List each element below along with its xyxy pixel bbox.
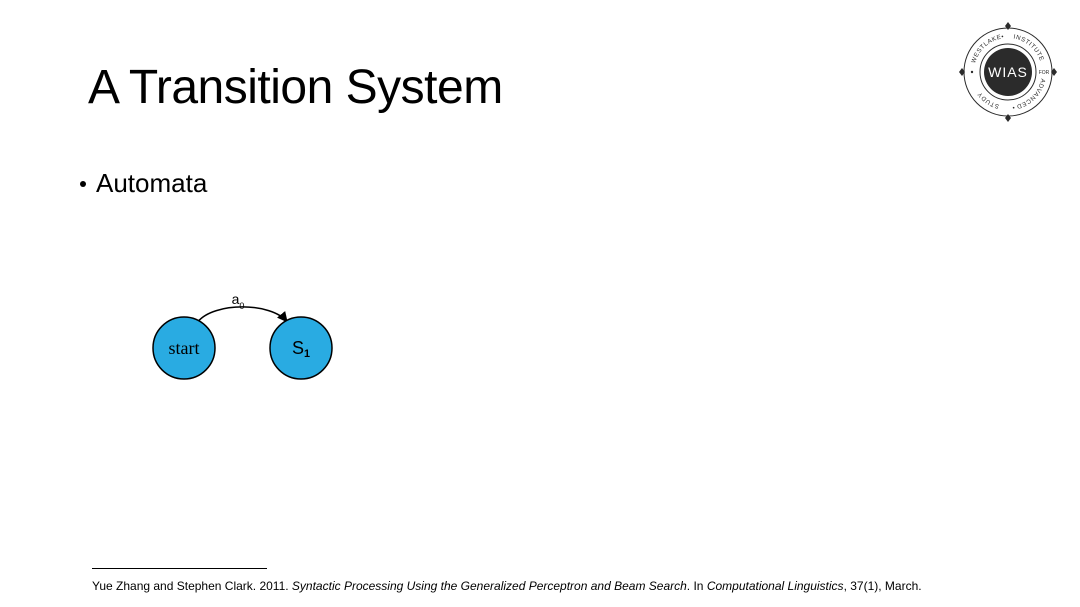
bullet-item: Automata xyxy=(80,168,207,199)
svg-text:•: • xyxy=(1011,103,1015,110)
bullet-text: Automata xyxy=(96,168,207,199)
footnote-journal: Computational Linguistics xyxy=(707,579,844,593)
footnote-tail: , 37(1), March. xyxy=(844,579,922,593)
footnote-after-title: . In xyxy=(687,579,707,593)
svg-text:FOR: FOR xyxy=(1039,70,1050,76)
footnote-divider xyxy=(92,568,267,569)
slide-title: A Transition System xyxy=(88,60,503,115)
svg-text:WIAS: WIAS xyxy=(988,64,1028,80)
footnote-paper-title: Syntactic Processing Using the Generaliz… xyxy=(292,579,687,593)
bullet-dot xyxy=(80,181,86,187)
svg-text:STUDY: STUDY xyxy=(976,90,1000,109)
footnote-authors: Yue Zhang and Stephen Clark. 2011. xyxy=(92,579,292,593)
state-label-start: start xyxy=(169,338,200,358)
automata-diagram: a0startS1 xyxy=(150,290,350,400)
footnote-citation: Yue Zhang and Stephen Clark. 2011. Synta… xyxy=(92,579,922,593)
wias-logo: WIASWESTLAKE•INSTITUTEADVANCED•STUDYFOR xyxy=(958,22,1058,122)
